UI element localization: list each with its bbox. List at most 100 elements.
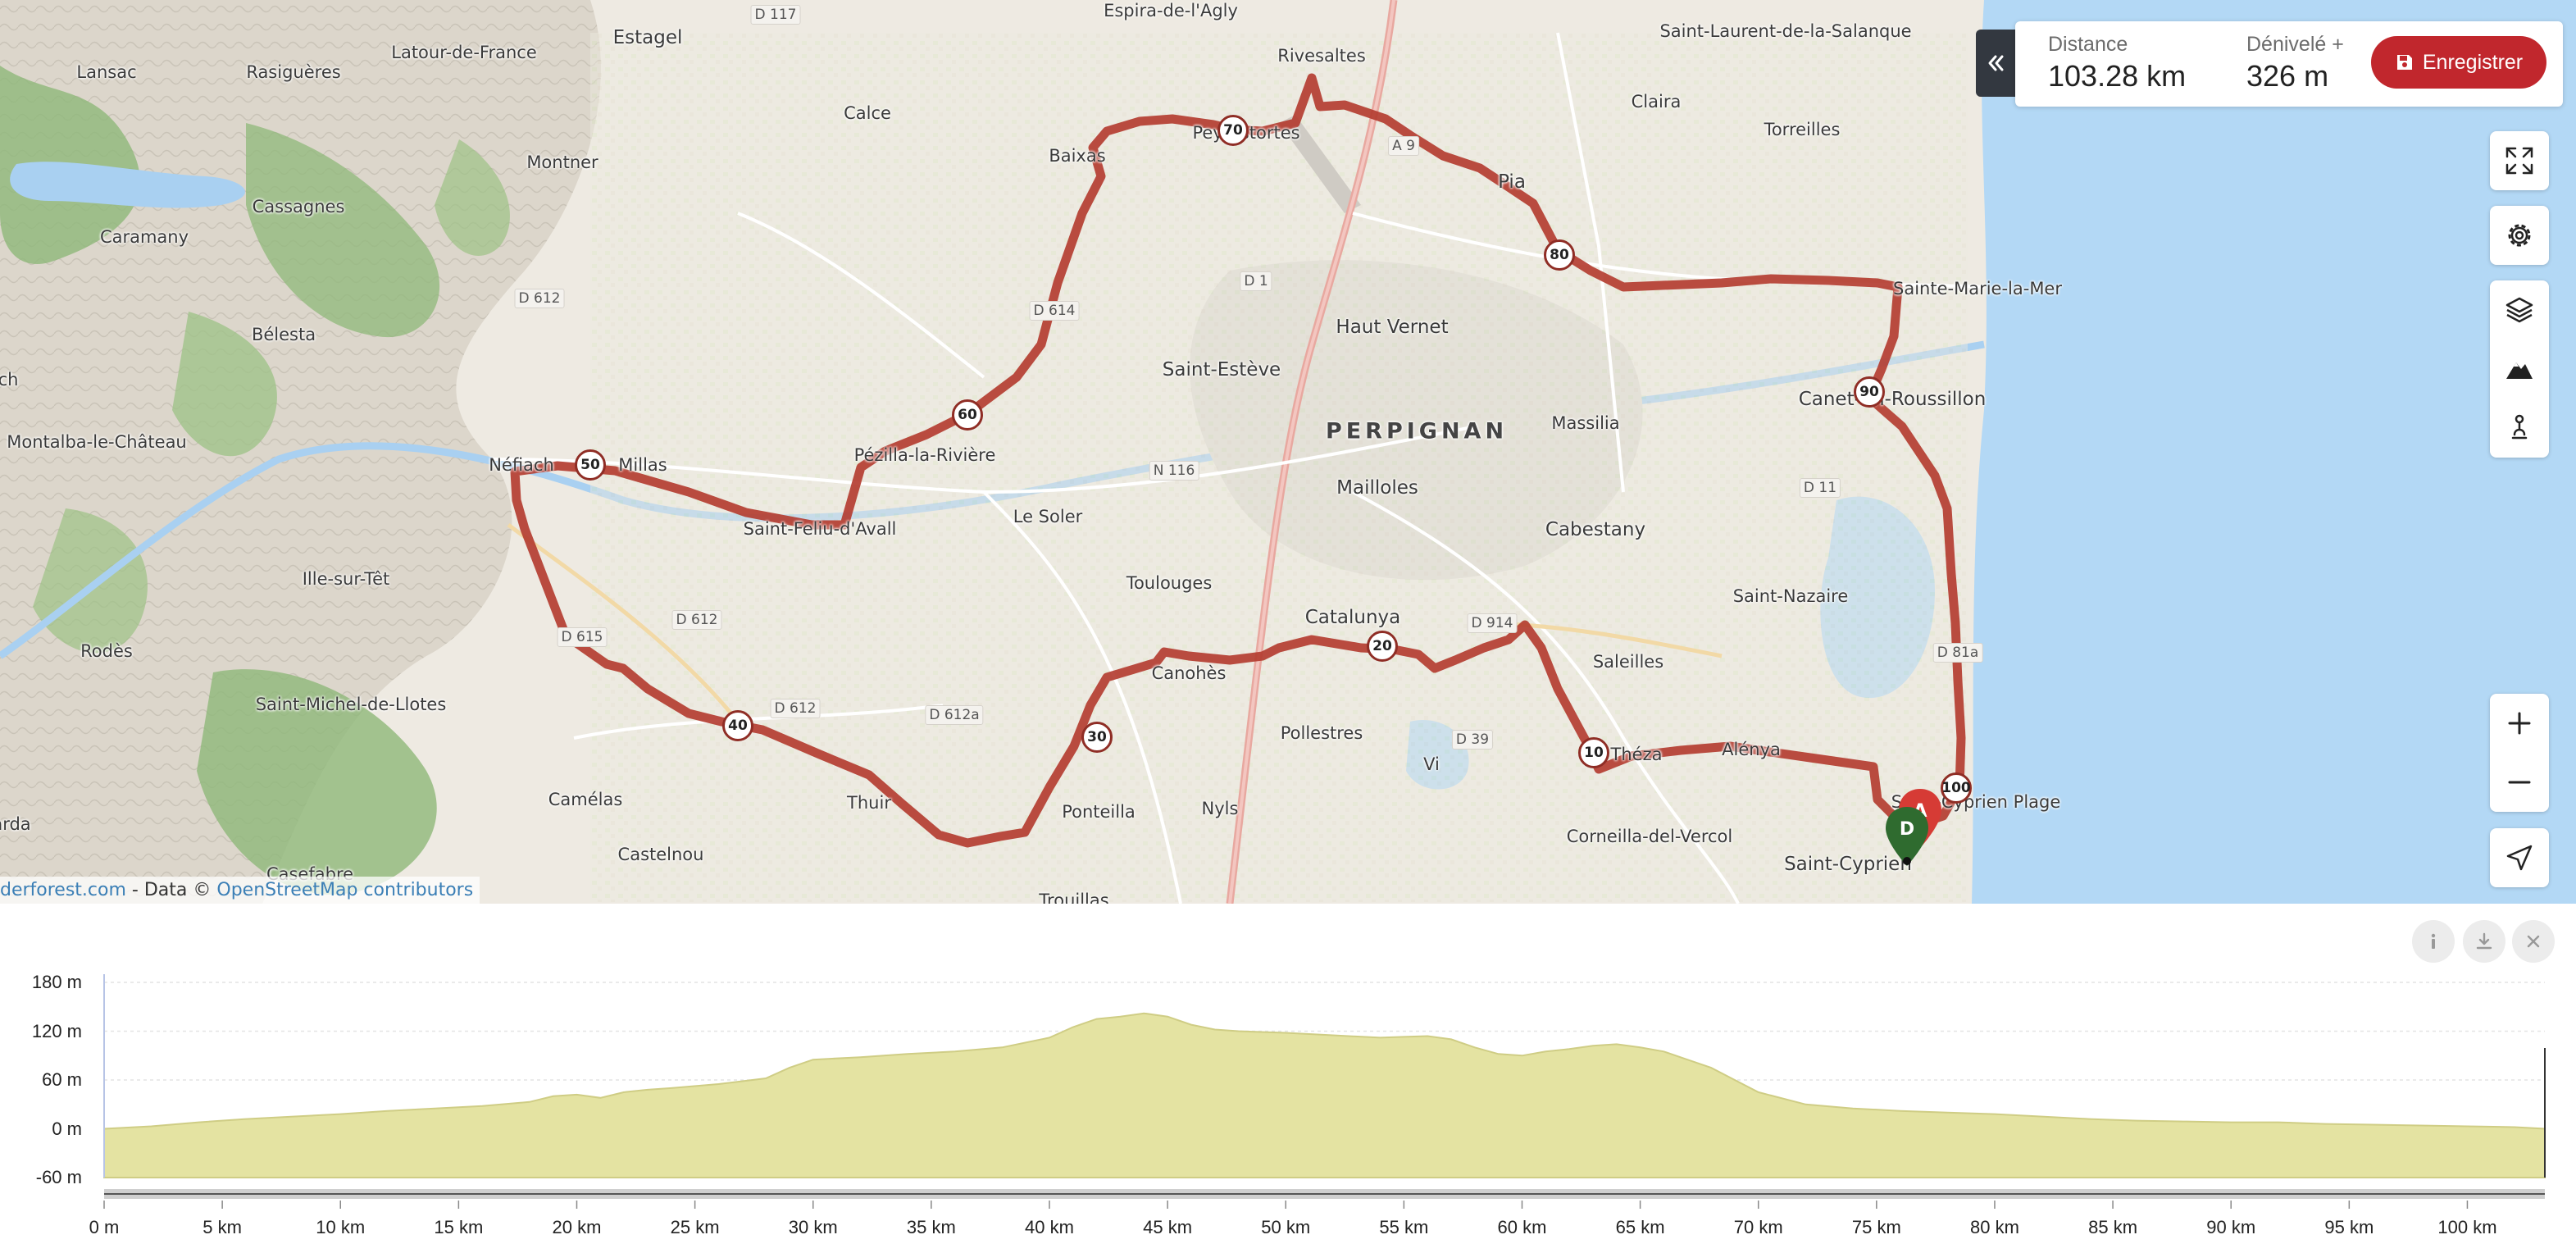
km-marker: 30 bbox=[1081, 722, 1113, 753]
place-label: Cassagnes bbox=[252, 197, 345, 216]
locate-button[interactable] bbox=[2490, 828, 2549, 887]
place-label: Saleilles bbox=[1592, 652, 1664, 672]
place-label: Estagel bbox=[612, 27, 683, 48]
place-label: Baixas bbox=[1049, 146, 1106, 166]
y-tick-label: 180 m bbox=[31, 972, 82, 992]
km-marker: 50 bbox=[575, 449, 606, 481]
x-tick-label: 45 km bbox=[1143, 1217, 1193, 1237]
save-button-label: Enregistrer bbox=[2422, 50, 2524, 74]
elevation-gain-label: Dénivelé + bbox=[2246, 33, 2344, 56]
info-button[interactable] bbox=[2412, 920, 2455, 963]
road-label: D 117 bbox=[750, 5, 801, 25]
collapse-panel-button[interactable] bbox=[1976, 30, 2015, 97]
elevation-button[interactable] bbox=[2490, 339, 2549, 399]
map-view[interactable]: Estagel Latour-de-France Lansac Rasiguèr… bbox=[0, 0, 2576, 904]
road-label: D 612a bbox=[925, 705, 984, 725]
layers-button[interactable] bbox=[2490, 280, 2549, 339]
x-tick-label: 50 km bbox=[1261, 1217, 1311, 1237]
place-label: arda bbox=[0, 814, 31, 834]
place-label: Canet-en-Roussillon bbox=[1798, 389, 1987, 410]
place-label: Saint-Nazaire bbox=[1732, 586, 1849, 606]
place-label: Castelnou bbox=[617, 845, 704, 864]
place-label: Mailloles bbox=[1336, 477, 1418, 499]
road-label: D 914 bbox=[1467, 613, 1518, 633]
map-attribution: derforest.com - Data © OpenStreetMap con… bbox=[0, 877, 480, 904]
km-marker: 100 bbox=[1941, 772, 1972, 804]
place-label: Saint-Estève bbox=[1162, 359, 1281, 380]
place-label: Trouillas bbox=[1039, 891, 1109, 904]
fullscreen-control[interactable] bbox=[2490, 131, 2549, 190]
place-label: Calce bbox=[844, 103, 891, 123]
place-label: Ille-sur-Têt bbox=[302, 569, 390, 589]
place-label: Rodès bbox=[80, 641, 133, 661]
zoom-in-button[interactable] bbox=[2490, 694, 2549, 753]
place-label: Saint-Laurent-de-la-Salanque bbox=[1659, 21, 1912, 41]
place-label: Pézilla-la-Rivière bbox=[853, 445, 996, 465]
settings-button[interactable] bbox=[2490, 206, 2549, 265]
place-label: Néfiach bbox=[489, 455, 554, 475]
place-label: Espira-de-l'Agly bbox=[1104, 1, 1238, 21]
attribution-osm-link[interactable]: OpenStreetMap contributors bbox=[216, 880, 474, 900]
close-profile-button[interactable] bbox=[2512, 920, 2555, 963]
road-label: D 1 bbox=[1240, 271, 1272, 291]
x-tick-label: 20 km bbox=[552, 1217, 602, 1237]
place-label: Cabestany bbox=[1545, 519, 1646, 540]
place-label: Canohès bbox=[1151, 663, 1227, 683]
place-label: Torreilles bbox=[1764, 120, 1841, 139]
road-label: D 614 bbox=[1029, 301, 1080, 321]
download-button[interactable] bbox=[2463, 920, 2505, 963]
road-label: D 612 bbox=[770, 699, 821, 718]
distance-label: Distance bbox=[2048, 33, 2128, 56]
mountain-icon bbox=[2506, 362, 2533, 379]
x-tick-label: 10 km bbox=[316, 1217, 366, 1237]
place-label: Pollestres bbox=[1280, 723, 1363, 743]
elevation-chart[interactable] bbox=[0, 904, 2576, 1253]
place-label: Millas bbox=[618, 455, 667, 475]
hiker-icon bbox=[2511, 414, 2528, 440]
place-label: PERPIGNAN bbox=[1325, 418, 1509, 444]
place-label: Ponteilla bbox=[1062, 802, 1136, 822]
elevation-area bbox=[103, 1012, 2546, 1178]
place-label: Saint-Michel-de-Llotes bbox=[255, 695, 447, 714]
x-tick-label: 5 km bbox=[203, 1217, 242, 1237]
place-label: Vi bbox=[1423, 754, 1440, 774]
locate-control[interactable] bbox=[2490, 828, 2549, 887]
place-label: Thuir bbox=[847, 793, 891, 813]
place-label: Claira bbox=[1631, 92, 1682, 112]
place-label: Caramany bbox=[99, 227, 189, 247]
place-label: Saint-Cyprien bbox=[1784, 854, 1912, 875]
km-marker: 80 bbox=[1544, 239, 1575, 271]
zoom-out-button[interactable] bbox=[2490, 753, 2549, 812]
info-icon bbox=[2431, 933, 2436, 949]
place-label: Latour-de-France bbox=[391, 43, 537, 62]
x-tick-label: 30 km bbox=[788, 1217, 838, 1237]
place-label: Catalunya bbox=[1304, 607, 1401, 628]
x-tick-label: 40 km bbox=[1025, 1217, 1074, 1237]
place-label: Lansac bbox=[76, 62, 137, 82]
place-label: Rasiguères bbox=[246, 62, 341, 82]
y-tick-label: 0 m bbox=[52, 1118, 82, 1139]
place-label: Nyls bbox=[1201, 799, 1239, 818]
fullscreen-button[interactable] bbox=[2490, 131, 2549, 190]
elevation-profile-panel: 180 m 120 m 60 m 0 m -60 m 0 m 5 km 10 km 15 km… bbox=[0, 904, 2576, 1253]
road-label: D 612 bbox=[671, 610, 722, 630]
place-label: Saint-Feliu-d'Avall bbox=[743, 519, 897, 539]
place-label: Sainte-Marie-la-Mer bbox=[1893, 279, 2062, 298]
locate-icon bbox=[2506, 845, 2533, 871]
km-marker: 60 bbox=[952, 399, 983, 431]
double-chevron-left-icon bbox=[1988, 55, 2004, 71]
km-marker: 90 bbox=[1854, 376, 1885, 408]
save-button[interactable]: Enregistrer bbox=[2371, 36, 2546, 89]
km-marker: 20 bbox=[1367, 631, 1398, 662]
hiker-button[interactable] bbox=[2490, 399, 2549, 458]
x-tick-label: 85 km bbox=[2088, 1217, 2138, 1237]
gear-icon bbox=[2508, 224, 2531, 247]
attribution-site-link[interactable]: derforest.com bbox=[0, 880, 126, 900]
end-marker[interactable]: D bbox=[1882, 805, 1932, 868]
x-tick-label: 80 km bbox=[1969, 1217, 2019, 1237]
layers-icon bbox=[2505, 297, 2533, 323]
x-tick-label: 65 km bbox=[1615, 1217, 1665, 1237]
settings-control[interactable] bbox=[2490, 206, 2549, 265]
road-label: D 39 bbox=[1451, 730, 1494, 750]
place-label: Pia bbox=[1498, 171, 1526, 193]
